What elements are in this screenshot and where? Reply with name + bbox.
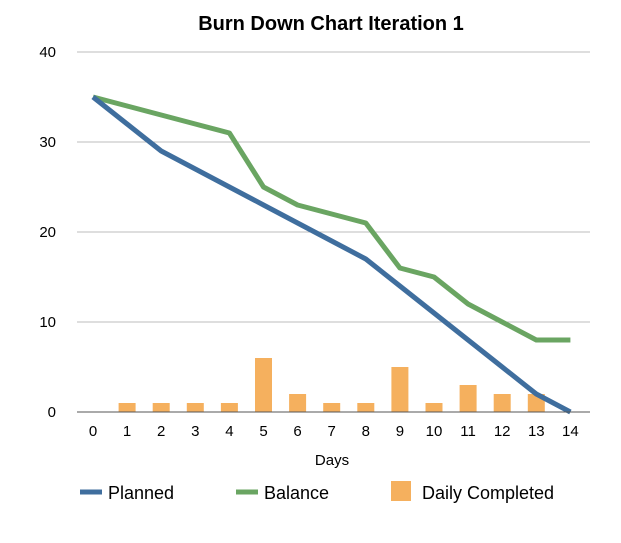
x-tick-label: 14 bbox=[562, 423, 579, 440]
x-tick-label: 13 bbox=[528, 423, 545, 440]
x-tick-label: 9 bbox=[396, 423, 404, 440]
legend: Planned Balance Daily Completed bbox=[80, 481, 554, 503]
bar-daily-completed-day-7 bbox=[323, 403, 341, 412]
chart-title: Burn Down Chart Iteration 1 bbox=[198, 13, 464, 35]
x-tick-label: 3 bbox=[191, 423, 199, 440]
bar-daily-completed-day-12 bbox=[493, 394, 511, 412]
bar-daily-completed-day-4 bbox=[220, 403, 238, 412]
line-planned bbox=[91, 95, 572, 415]
x-tick-label: 4 bbox=[225, 423, 233, 440]
line-balance bbox=[92, 94, 571, 343]
bar-daily-completed-day-5 bbox=[255, 358, 272, 412]
x-tick-label: 10 bbox=[426, 423, 443, 440]
legend-swatch-daily-completed bbox=[391, 481, 411, 501]
bar-daily-completed-day-2 bbox=[152, 403, 170, 412]
x-tick-label: 2 bbox=[157, 423, 165, 440]
x-tick-label: 7 bbox=[328, 423, 336, 440]
x-axis-label: Days bbox=[315, 452, 349, 469]
y-tick-label: 30 bbox=[39, 134, 56, 151]
lines bbox=[91, 94, 572, 415]
y-tick-label: 10 bbox=[39, 314, 56, 331]
x-axis-ticks: 0 1 2 3 4 5 6 7 8 9 10 11 12 13 14 bbox=[89, 423, 579, 440]
x-tick-label: 6 bbox=[293, 423, 301, 440]
legend-label-daily-completed: Daily Completed bbox=[422, 483, 554, 503]
y-tick-label: 0 bbox=[48, 404, 56, 421]
legend-label-balance: Balance bbox=[264, 483, 329, 503]
x-tick-label: 8 bbox=[362, 423, 370, 440]
bar-daily-completed-day-9 bbox=[391, 367, 409, 412]
bar-daily-completed-day-1 bbox=[118, 403, 136, 412]
x-tick-label: 1 bbox=[123, 423, 131, 440]
bar-daily-completed-day-6 bbox=[289, 394, 307, 412]
x-tick-label: 0 bbox=[89, 423, 97, 440]
y-tick-label: 40 bbox=[39, 44, 56, 61]
legend-label-planned: Planned bbox=[108, 483, 174, 503]
bar-daily-completed-day-8 bbox=[357, 403, 375, 412]
y-axis-ticks: 0 10 20 30 40 bbox=[39, 44, 56, 421]
bar-daily-completed-day-11 bbox=[459, 385, 477, 412]
y-tick-label: 20 bbox=[39, 224, 56, 241]
x-tick-label: 11 bbox=[460, 423, 476, 440]
x-tick-label: 5 bbox=[259, 423, 267, 440]
bar-daily-completed-day-10 bbox=[425, 403, 443, 412]
bar-daily-completed-day-3 bbox=[186, 403, 204, 412]
x-tick-label: 12 bbox=[494, 423, 511, 440]
bars-daily-completed bbox=[118, 358, 545, 412]
gridlines bbox=[77, 51, 590, 323]
